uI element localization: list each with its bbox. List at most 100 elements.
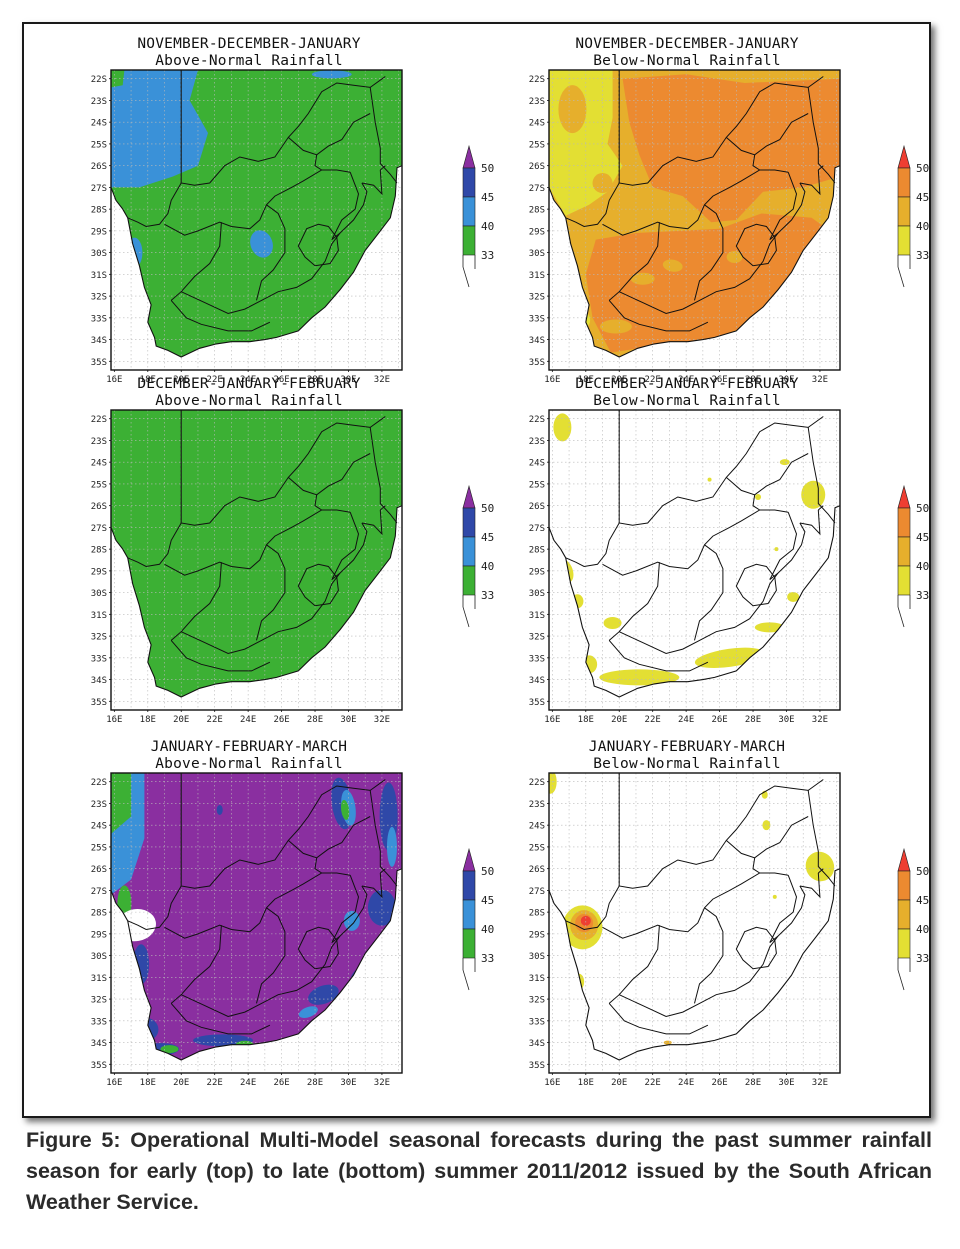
probability-shading [549, 773, 835, 1045]
legend-swatch [462, 847, 476, 872]
panel-jfm-above: JANUARY-FEBRUARY-MARCH Above-Normal Rain… [69, 739, 519, 1088]
legend-value-label: 45 [481, 191, 494, 204]
lon-tick-label: 18E [578, 375, 594, 385]
lon-tick-label: 24E [678, 375, 694, 385]
panel-category-title: Below-Normal Rainfall [593, 756, 781, 772]
lat-tick-label: 26S [529, 502, 545, 512]
lat-tick-label: 34S [91, 676, 107, 686]
lon-tick-label: 24E [240, 715, 256, 725]
lon-tick-label: 28E [307, 715, 323, 725]
lon-tick-label: 30E [340, 1078, 356, 1088]
probability-legend: 33 40 45 50 [897, 144, 929, 288]
panel-season-title: DECEMBER-JANUARY-FEBRUARY [137, 376, 361, 392]
lat-tick-label: 22S [91, 415, 107, 425]
lat-tick-label: 31S [91, 271, 107, 281]
lat-tick-label: 29S [529, 567, 545, 577]
lon-tick-label: 20E [611, 1078, 627, 1088]
lon-tick-label: 24E [678, 1078, 694, 1088]
probability-shading [549, 70, 840, 357]
lat-tick-label: 28S [529, 206, 545, 216]
lon-tick-label: 32E [374, 375, 390, 385]
legend-value-label: 33 [916, 249, 929, 262]
lon-tick-label: 18E [140, 1078, 156, 1088]
lat-tick-label: 25S [529, 140, 545, 150]
legend-swatch [897, 536, 911, 567]
lat-tick-label: 30S [91, 589, 107, 599]
lon-tick-label: 32E [374, 1078, 390, 1088]
lon-tick-label: 18E [140, 375, 156, 385]
lat-tick-label: 27S [91, 887, 107, 897]
panel-season-title: NOVEMBER-DECEMBER-JANUARY [575, 36, 799, 52]
legend-swatch [897, 225, 911, 256]
lat-tick-label: 26S [529, 162, 545, 172]
legend-value-label: 40 [481, 560, 494, 573]
legend-swatch [897, 870, 911, 901]
country-borders [111, 773, 402, 1061]
lat-tick-label: 32S [91, 293, 107, 303]
panel-ndj-below: NOVEMBER-DECEMBER-JANUARY Below-Normal R… [507, 36, 957, 385]
lat-tick-label: 27S [529, 184, 545, 194]
lon-tick-label: 22E [645, 1078, 661, 1088]
lat-tick-label: 28S [91, 546, 107, 556]
lat-tick-label: 24S [529, 459, 545, 469]
lon-tick-label: 18E [578, 1078, 594, 1088]
probability-legend: 33 40 45 50 [897, 484, 929, 628]
country-borders [549, 773, 840, 1061]
lon-tick-label: 26E [273, 1078, 289, 1088]
legend-value-label: 45 [481, 531, 494, 544]
legend-swatch [897, 565, 911, 596]
lat-tick-label: 30S [529, 249, 545, 259]
lat-lon-grid [111, 773, 402, 1073]
lat-tick-label: 24S [529, 822, 545, 832]
legend-swatch [897, 899, 911, 930]
legend-value-label: 40 [916, 220, 929, 233]
figure-frame: NOVEMBER-DECEMBER-JANUARY Above-Normal R… [22, 22, 931, 1118]
legend-value-label: 33 [481, 952, 494, 965]
lon-tick-label: 26E [273, 715, 289, 725]
lat-tick-label: 25S [91, 480, 107, 490]
legend-value-label: 40 [916, 923, 929, 936]
country-borders [111, 70, 402, 358]
legend-value-label: 50 [481, 865, 494, 878]
lon-tick-label: 20E [173, 1078, 189, 1088]
lat-tick-label: 32S [529, 996, 545, 1006]
lat-tick-label: 35S [91, 358, 107, 368]
probability-legend: 33 40 45 50 [462, 144, 494, 288]
lon-tick-label: 22E [207, 1078, 223, 1088]
forecast-map: 22S 23S 24S 25S 26S 27S 28S 29S 30S 31S 32S 33S 34S 3… [91, 772, 403, 1088]
panel-season-title: DECEMBER-JANUARY-FEBRUARY [575, 376, 799, 392]
legend-value-label: 33 [481, 589, 494, 602]
lat-tick-label: 34S [529, 336, 545, 346]
lat-tick-label: 34S [91, 1039, 107, 1049]
lon-tick-label: 26E [273, 375, 289, 385]
forecast-map: 22S 23S 24S 25S 26S 27S 28S 29S 30S 31S 32S 33S 34S 3… [91, 409, 403, 725]
country-borders [549, 70, 840, 358]
lon-tick-label: 28E [307, 375, 323, 385]
lat-tick-label: 33S [529, 314, 545, 324]
lat-tick-label: 32S [529, 293, 545, 303]
lon-tick-label: 32E [812, 715, 828, 725]
legend-swatch [897, 144, 911, 169]
lon-tick-label: 26E [711, 375, 727, 385]
legend-value-label: 40 [481, 923, 494, 936]
probability-shading [111, 70, 402, 357]
lat-tick-label: 34S [91, 336, 107, 346]
lon-tick-label: 32E [812, 375, 828, 385]
lat-tick-label: 34S [529, 1039, 545, 1049]
lat-tick-label: 26S [91, 502, 107, 512]
lon-tick-label: 22E [645, 715, 661, 725]
lat-tick-label: 26S [91, 865, 107, 875]
lon-tick-label: 28E [307, 1078, 323, 1088]
lat-tick-label: 31S [529, 611, 545, 621]
legend-value-label: 33 [916, 589, 929, 602]
panel-season-title: JANUARY-FEBRUARY-MARCH [588, 739, 786, 755]
lon-tick-label: 22E [645, 375, 661, 385]
country-borders [549, 410, 840, 698]
lat-tick-label: 25S [529, 843, 545, 853]
lat-lon-grid [111, 70, 402, 370]
lat-tick-label: 30S [529, 952, 545, 962]
lat-tick-label: 27S [529, 524, 545, 534]
lon-tick-label: 24E [240, 375, 256, 385]
lat-lon-grid [549, 410, 840, 710]
legend-value-label: 45 [916, 894, 929, 907]
